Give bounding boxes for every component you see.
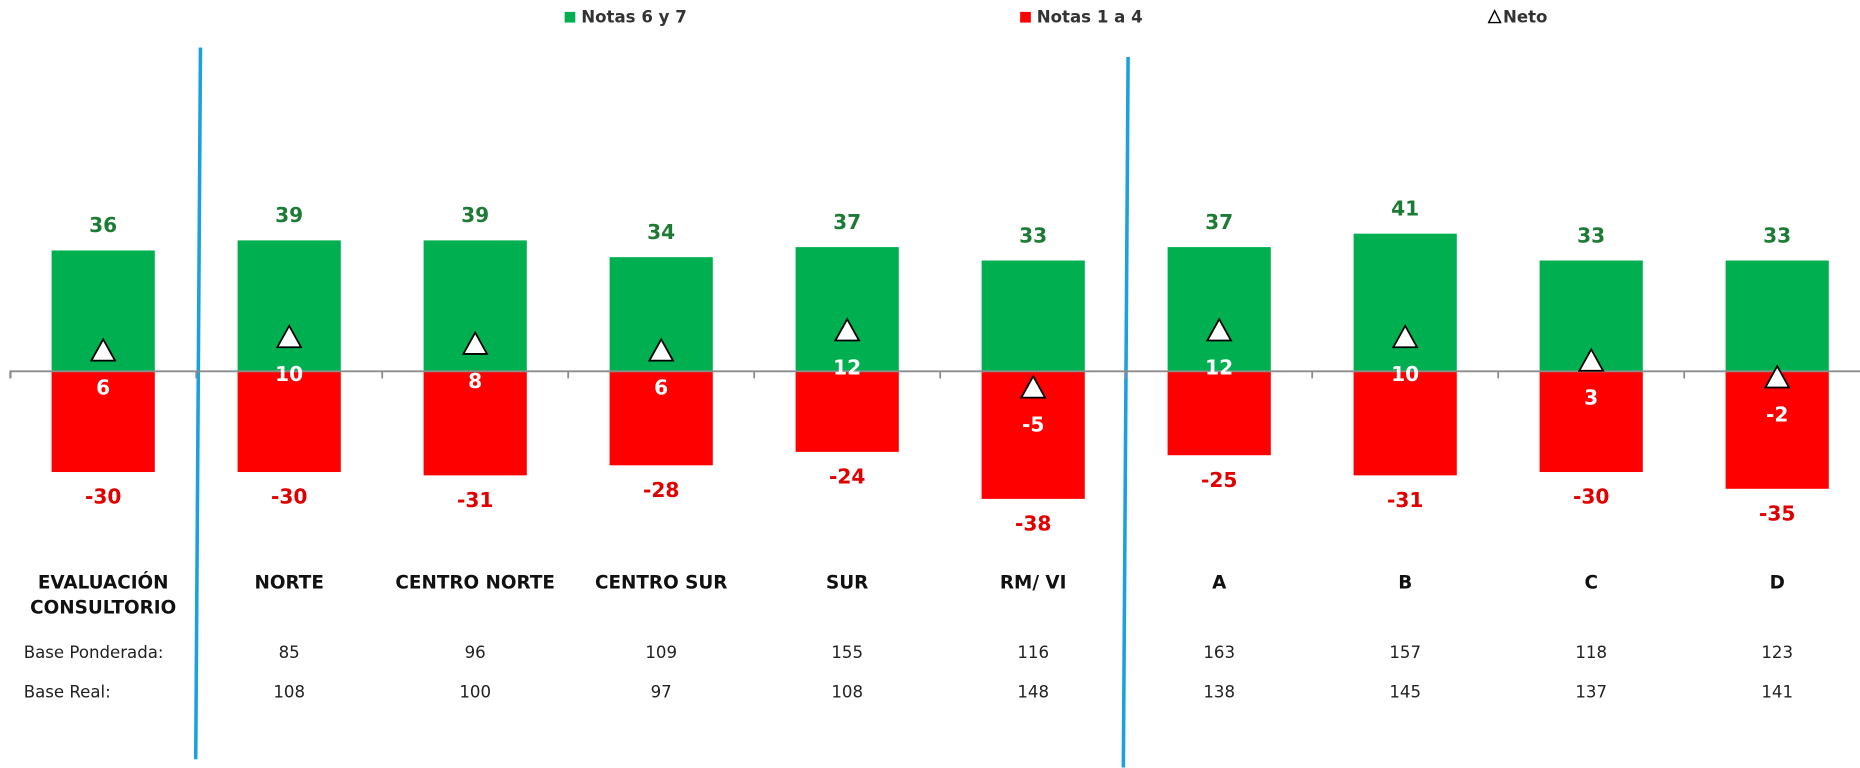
bar (981, 260, 1085, 372)
net-label: 6 (654, 376, 668, 400)
net-label: 8 (468, 369, 482, 393)
net-marker (647, 337, 675, 362)
row-value: 141 (1761, 682, 1793, 701)
value-label: 37 (1205, 210, 1233, 234)
net-label: 10 (275, 362, 303, 386)
net-label: -2 (1766, 402, 1788, 426)
bar (1539, 371, 1643, 473)
value-label: 37 (833, 210, 861, 234)
value-label: -35 (1759, 501, 1795, 525)
row-value: 109 (645, 643, 677, 662)
value-label: 33 (1019, 223, 1047, 247)
value-label: -30 (1573, 485, 1609, 509)
value-label: 33 (1577, 223, 1605, 247)
bar (1167, 371, 1271, 456)
bar (795, 247, 899, 372)
category-label: CENTRO NORTE (395, 573, 555, 594)
value-label: 33 (1763, 223, 1791, 247)
category-label: A (1212, 573, 1227, 594)
net-marker (833, 317, 861, 342)
legend-label: Notas 6 y 7 (581, 7, 687, 26)
value-label: 41 (1391, 196, 1419, 220)
category-label: CENTRO SUR (595, 573, 727, 594)
legend-label: Neto (1503, 7, 1547, 26)
net-marker (275, 324, 303, 349)
row-value: 85 (279, 643, 300, 662)
category-label: C (1584, 573, 1598, 594)
category-label: SUR (826, 573, 868, 594)
value-label: 39 (461, 203, 489, 227)
net-marker (1763, 364, 1791, 389)
bar (237, 240, 341, 372)
bar (795, 371, 899, 452)
bar (1725, 371, 1829, 489)
net-marker (461, 330, 489, 355)
net-marker (1577, 347, 1605, 372)
legend-label: Notas 1 a 4 (1037, 7, 1143, 26)
net-marker (1205, 317, 1233, 342)
bar (1353, 233, 1457, 372)
bar (1353, 371, 1457, 476)
value-label: -24 (829, 464, 865, 488)
value-label: -25 (1201, 468, 1237, 492)
separator (193, 47, 203, 760)
net-marker (89, 337, 117, 362)
bar (237, 371, 341, 473)
row-value: 157 (1389, 643, 1421, 662)
value-label: 39 (275, 203, 303, 227)
row-value: 118 (1575, 643, 1607, 662)
row-value: 163 (1203, 643, 1235, 662)
value-label: -38 (1015, 511, 1051, 535)
category-label: EVALUACIÓN CONSULTORIO (30, 572, 176, 619)
net-label: -5 (1022, 413, 1044, 437)
separator (1121, 56, 1130, 768)
row-value: 155 (831, 643, 863, 662)
row-value: 116 (1017, 643, 1049, 662)
row-value: 145 (1389, 682, 1421, 701)
net-label: 6 (96, 376, 110, 400)
bar (609, 371, 713, 466)
category-label: D (1770, 573, 1785, 594)
row-value: 108 (831, 682, 863, 701)
legend-swatch (564, 11, 576, 23)
net-label: 3 (1584, 386, 1598, 410)
row-value: 148 (1017, 682, 1049, 701)
bar (423, 371, 527, 476)
row-value: 123 (1761, 643, 1793, 662)
net-label: 12 (833, 355, 861, 379)
value-label: 36 (89, 213, 117, 237)
category-label: B (1398, 573, 1412, 594)
value-label: -30 (85, 485, 121, 509)
row-value: 100 (459, 682, 491, 701)
bar (51, 371, 155, 473)
row-value: 97 (651, 682, 672, 701)
row-value: 137 (1575, 682, 1607, 701)
value-label: -31 (457, 488, 493, 512)
row-value: 108 (273, 682, 305, 701)
category-label: RM/ VI (1000, 573, 1067, 594)
net-marker (1391, 324, 1419, 349)
legend-swatch (1020, 11, 1031, 23)
value-label: -28 (643, 478, 679, 502)
value-label: -30 (271, 485, 307, 509)
row-value: 138 (1203, 682, 1235, 701)
net-label: 10 (1391, 362, 1419, 386)
row-label: Base Real: (24, 682, 111, 701)
category-label: NORTE (254, 573, 323, 594)
value-label: 34 (647, 220, 675, 244)
row-value: 96 (465, 643, 486, 662)
bar (1167, 247, 1271, 372)
legend-marker (1487, 9, 1502, 24)
net-marker (1019, 374, 1047, 399)
net-label: 12 (1205, 355, 1233, 379)
row-label: Base Ponderada: (24, 643, 164, 662)
value-label: -31 (1387, 488, 1423, 512)
bar (1725, 260, 1829, 372)
